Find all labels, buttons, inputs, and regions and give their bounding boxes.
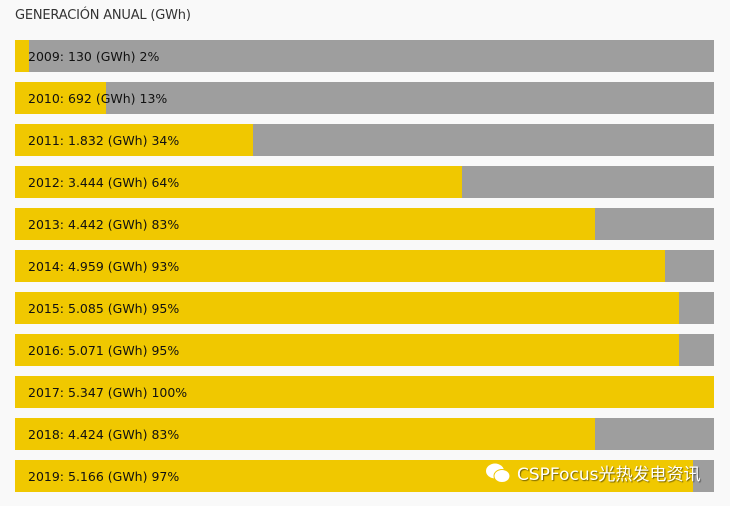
bar-label: 2009: 130 (GWh) 2% (28, 49, 160, 64)
bar-label: 2018: 4.424 (GWh) 83% (28, 427, 180, 442)
bar-row-2013: 2013: 4.442 (GWh) 83% (15, 208, 714, 240)
bar-row-2017: 2017: 5.347 (GWh) 100% (15, 376, 714, 408)
bar-label: 2011: 1.832 (GWh) 34% (28, 133, 180, 148)
bar-label: 2016: 5.071 (GWh) 95% (28, 343, 180, 358)
bar-2018 (15, 418, 596, 450)
bar-2010 (15, 82, 106, 114)
bar-row-2011: 2011: 1.832 (GWh) 34% (15, 124, 714, 156)
bar-row-2015: 2015: 5.085 (GWh) 95% (15, 292, 714, 324)
bar-2014 (15, 250, 666, 282)
bar-row-2010: 2010: 692 (GWh) 13% (15, 82, 714, 114)
bar-label: 2010: 692 (GWh) 13% (28, 91, 168, 106)
bar-row-2012: 2012: 3.444 (GWh) 64% (15, 166, 714, 198)
bar-row-2014: 2014: 4.959 (GWh) 93% (15, 250, 714, 282)
bar-label: 2017: 5.347 (GWh) 100% (28, 385, 188, 400)
wechat-icon (486, 463, 511, 483)
bar-label: 2013: 4.442 (GWh) 83% (28, 217, 180, 232)
chart-title: GENERACIÓN ANUAL (GWh) (15, 8, 191, 23)
bar-label: 2014: 4.959 (GWh) 93% (28, 259, 180, 274)
bar-2015 (15, 292, 680, 324)
bar-row-2018: 2018: 4.424 (GWh) 83% (15, 418, 714, 450)
bar-chart: 2009: 130 (GWh) 2% 2010: 692 (GWh) 13% 201… (15, 40, 714, 502)
bar-2009 (15, 40, 29, 72)
bar-row-2009: 2009: 130 (GWh) 2% (15, 40, 714, 72)
bar-row-2016: 2016: 5.071 (GWh) 95% (15, 334, 714, 366)
bar-2013 (15, 208, 596, 240)
bar-2011 (15, 124, 253, 156)
bar-2017 (15, 376, 714, 408)
watermark-text: CSPFocus光热发电资讯 (517, 465, 701, 485)
bar-label: 2019: 5.166 (GWh) 97% (28, 469, 180, 484)
watermark: CSPFocus光热发电资讯 (485, 460, 700, 485)
bar-row-2019: 2019: 5.166 (GWh) 97% (15, 460, 714, 492)
bar-2012 (15, 166, 463, 198)
bar-2016 (15, 334, 680, 366)
bar-label: 2015: 5.085 (GWh) 95% (28, 301, 180, 316)
bar-2019 (15, 460, 694, 492)
bar-label: 2012: 3.444 (GWh) 64% (28, 175, 180, 190)
